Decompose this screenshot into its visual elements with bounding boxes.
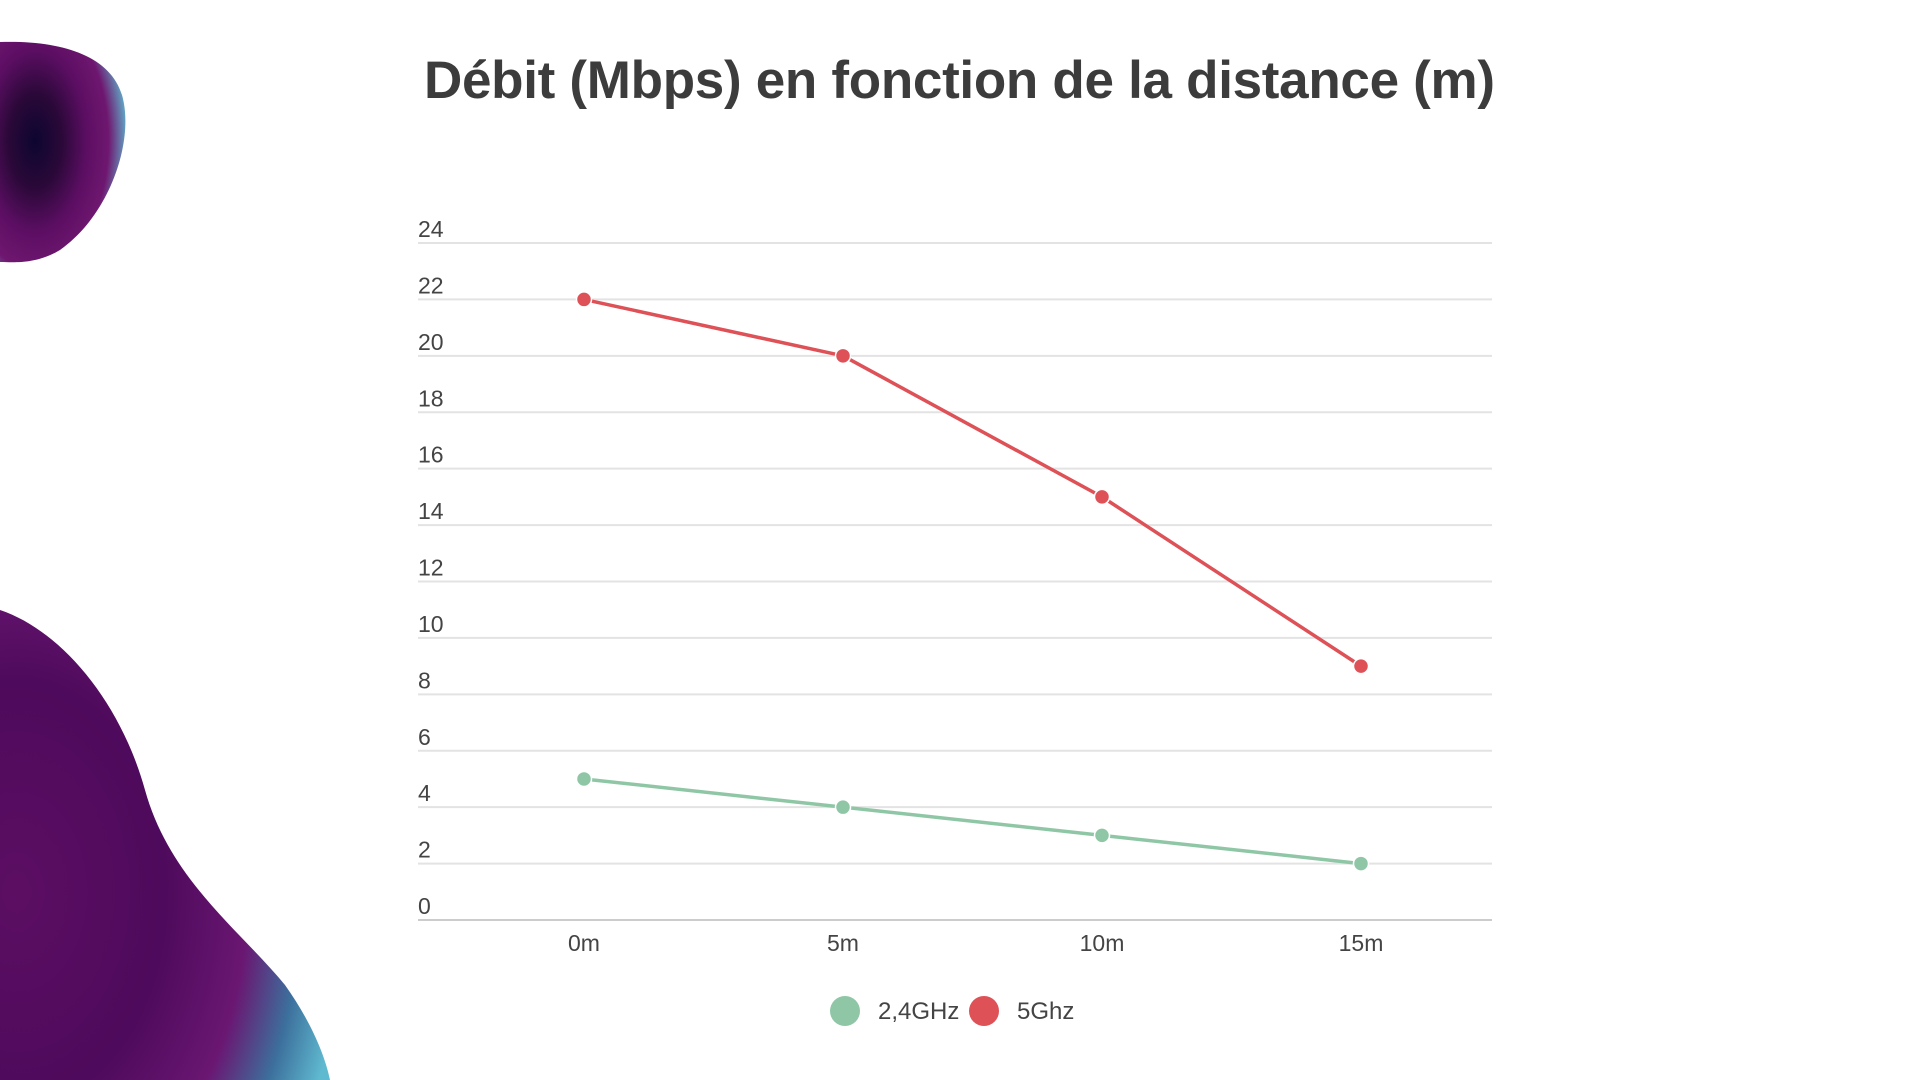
gridlines	[418, 242, 1492, 921]
data-point	[575, 770, 593, 788]
y-tick-label: 6	[418, 724, 431, 750]
legend-marker	[969, 996, 999, 1026]
series-line	[583, 777, 1362, 866]
x-tick-label: 5m	[827, 930, 859, 956]
y-tick-label: 24	[418, 216, 444, 242]
y-tick-label: 14	[418, 498, 444, 524]
y-tick-label: 18	[418, 385, 444, 411]
legend: 2,4GHz 5Ghz	[830, 996, 1074, 1026]
y-tick-label: 12	[418, 555, 444, 581]
data-point	[1352, 657, 1370, 675]
y-tick-label: 4	[418, 780, 431, 806]
x-tick-label: 0m	[568, 930, 600, 956]
y-tick-label: 22	[418, 272, 444, 298]
x-tick-label: 15m	[1339, 930, 1384, 956]
y-tick-label: 8	[418, 667, 431, 693]
data-point	[834, 798, 852, 816]
y-tick-label: 10	[418, 611, 444, 637]
x-axis-ticks: 0m 5m 10m 15m	[568, 930, 1383, 956]
data-point	[1093, 488, 1111, 506]
decorative-blob-top	[0, 41, 126, 263]
decorative-blob-bottom	[0, 610, 330, 1080]
x-tick-label: 10m	[1080, 930, 1125, 956]
data-point	[1093, 827, 1111, 844]
legend-label: 2,4GHz	[878, 998, 959, 1025]
y-tick-label: 2	[418, 837, 431, 863]
y-tick-label: 0	[418, 893, 431, 919]
data-point	[834, 347, 852, 365]
y-tick-label: 20	[418, 329, 444, 355]
series-lines	[583, 297, 1362, 866]
data-point	[1352, 855, 1370, 872]
y-tick-label: 16	[418, 442, 444, 468]
data-points	[575, 291, 1370, 872]
chart-title: Débit (Mbps) en fonction de la distance …	[424, 51, 1495, 110]
legend-marker	[830, 996, 860, 1026]
series-line	[583, 297, 1362, 668]
legend-label: 5Ghz	[1017, 998, 1074, 1025]
data-point	[575, 291, 593, 308]
